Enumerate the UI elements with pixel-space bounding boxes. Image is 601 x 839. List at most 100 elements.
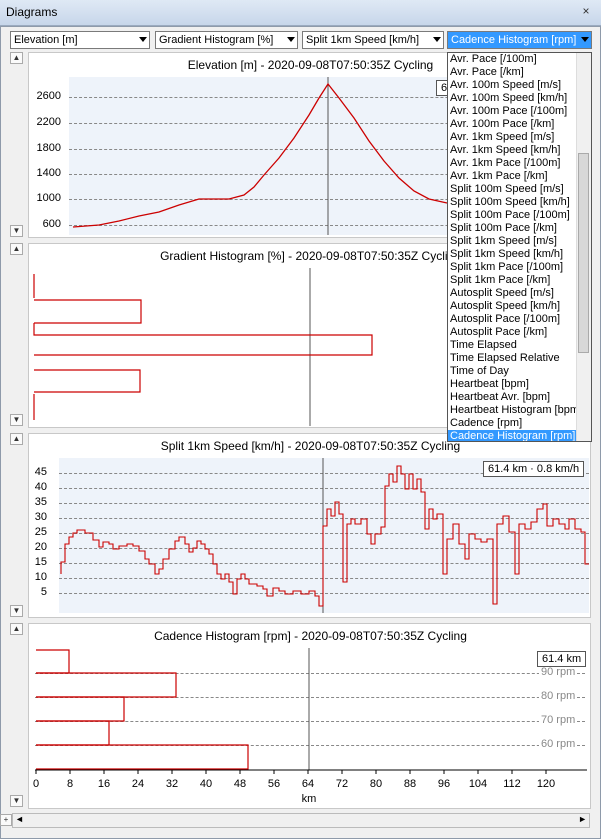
dropdown-item[interactable]: Avr. 100m Pace [/km]: [450, 118, 555, 130]
dropdown-item[interactable]: Time Elapsed Relative: [450, 352, 560, 364]
y-tick: 35: [34, 496, 47, 508]
x-axis-label: km: [301, 793, 317, 805]
y-tick: 1400: [36, 167, 61, 179]
dropdown-item[interactable]: Autosplit Speed [km/h]: [450, 300, 561, 312]
combo-diagram-3[interactable]: Split 1km Speed [km/h]: [302, 31, 444, 49]
dropdown-item[interactable]: Autosplit Pace [/km]: [450, 326, 548, 338]
speed-line: [60, 458, 589, 613]
dropdown-items: Avr. Pace [/100m] Avr. Pace [/km] Avr. 100…: [448, 53, 591, 441]
dropdown-scroll-thumb[interactable]: [578, 153, 589, 353]
x-tick: 96: [437, 778, 451, 790]
grid-line: [69, 123, 589, 124]
dropdown-item[interactable]: Cadence Histogram [rpm]: [448, 430, 591, 441]
combo-diagram-4[interactable]: Cadence Histogram [rpm]: [447, 31, 592, 49]
dropdown-item[interactable]: Heartbeat [bpm]: [450, 378, 529, 390]
grid-line: [59, 578, 589, 579]
dropdown-item[interactable]: Avr. 1km Speed [m/s]: [450, 131, 555, 143]
x-tick: 40: [199, 778, 213, 790]
dropdown-item[interactable]: Avr. 1km Pace [/km]: [450, 170, 548, 182]
panel-title: Cadence Histogram [rpm] - 2020-09-08T07:…: [154, 629, 467, 643]
combo-label: Gradient Histogram [%]: [159, 34, 274, 46]
plot-area: [59, 458, 589, 613]
x-tick: 80: [369, 778, 383, 790]
dropdown-item[interactable]: Split 1km Speed [km/h]: [450, 248, 564, 260]
grid-line: [69, 199, 589, 200]
panel-collapse-button[interactable]: ▲: [10, 243, 23, 255]
dropdown-item[interactable]: Heartbeat Avr. [bpm]: [450, 391, 551, 403]
dropdown-item[interactable]: Time Elapsed: [450, 339, 517, 351]
scroll-left-icon[interactable]: ◄: [15, 814, 24, 824]
rpm-label: 90 rpm: [539, 666, 578, 678]
y-tick: 1000: [36, 192, 61, 204]
dropdown-item[interactable]: Split 1km Pace [/100m]: [450, 261, 564, 273]
x-tick: 72: [335, 778, 349, 790]
add-panel-button[interactable]: +: [0, 814, 12, 826]
dropdown-scrollbar[interactable]: [576, 53, 591, 441]
rpm-label: 80 rpm: [539, 690, 578, 702]
horizontal-scrollbar[interactable]: ◄ ►: [12, 813, 590, 828]
y-tick: 1800: [36, 142, 61, 154]
grid-line: [59, 593, 589, 594]
panel-expand-button[interactable]: ▼: [10, 414, 23, 426]
panel-collapse-button[interactable]: ▲: [10, 623, 23, 635]
x-tick: 112: [503, 778, 521, 790]
scroll-right-icon[interactable]: ►: [578, 814, 587, 824]
dropdown-item[interactable]: Avr. Pace [/100m]: [450, 53, 537, 65]
grid-line: [35, 745, 585, 746]
combo-diagram-2[interactable]: Gradient Histogram [%]: [155, 31, 298, 49]
y-tick: 25: [34, 526, 47, 538]
dropdown-item[interactable]: Avr. 100m Speed [m/s]: [450, 79, 562, 91]
panel-collapse-button[interactable]: ▲: [10, 433, 23, 445]
grid-line: [59, 503, 589, 504]
dropdown-item[interactable]: Autosplit Speed [m/s]: [450, 287, 554, 299]
y-tick: 40: [34, 481, 47, 493]
y-tick: 15: [34, 556, 47, 568]
dropdown-item[interactable]: Avr. 100m Speed [km/h]: [450, 92, 568, 104]
dropdown-item[interactable]: Heartbeat Histogram [bpm: [450, 404, 579, 416]
cadence-panel: Cadence Histogram [rpm] - 2020-09-08T07:…: [28, 623, 591, 809]
cursor-readout: 61.4 km: [537, 651, 587, 667]
x-tick: 64: [301, 778, 315, 790]
dropdown-item[interactable]: Time of Day: [450, 365, 509, 377]
dropdown-item[interactable]: Avr. Pace [/km]: [450, 66, 524, 78]
rpm-label: 60 rpm: [539, 738, 578, 750]
combo-label: Cadence Histogram [rpm]: [451, 34, 577, 46]
grid-line: [59, 473, 589, 474]
dropdown-item[interactable]: Split 100m Pace [/km]: [450, 222, 557, 234]
dropdown-list[interactable]: Avr. Pace [/100m] Avr. Pace [/km] Avr. 100…: [447, 52, 592, 442]
panel-expand-button[interactable]: ▼: [10, 225, 23, 237]
dropdown-item[interactable]: Split 1km Speed [m/s]: [450, 235, 557, 247]
panel-expand-button[interactable]: ▼: [10, 605, 23, 617]
cadence-bars: [35, 648, 587, 774]
y-tick: 30: [34, 511, 47, 523]
dropdown-item[interactable]: Split 100m Speed [m/s]: [450, 183, 564, 195]
dropdown-item[interactable]: Cadence [rpm]: [450, 417, 523, 429]
grid-line: [69, 174, 589, 175]
dropdown-item[interactable]: Split 100m Pace [/100m]: [450, 209, 570, 221]
dropdown-item[interactable]: Avr. 1km Pace [/100m]: [450, 157, 561, 169]
chevron-down-icon: [287, 37, 295, 42]
dropdown-item[interactable]: Split 100m Speed [km/h]: [450, 196, 570, 208]
combo-diagram-1[interactable]: Elevation [m]: [10, 31, 150, 49]
x-tick: 24: [131, 778, 145, 790]
y-tick: 2200: [36, 116, 61, 128]
grid-line: [69, 225, 589, 226]
panel-title: Gradient Histogram [%] - 2020-09-08T07:5…: [160, 249, 461, 263]
grid-line: [59, 518, 589, 519]
chevron-down-icon: [139, 37, 147, 42]
dropdown-item[interactable]: Autosplit Pace [/100m]: [450, 313, 561, 325]
close-icon[interactable]: ×: [582, 4, 590, 18]
panel-collapse-button[interactable]: ▲: [10, 52, 23, 64]
grid-line: [69, 149, 589, 150]
dropdown-item[interactable]: Avr. 1km Speed [km/h]: [450, 144, 561, 156]
x-tick: 56: [267, 778, 281, 790]
dropdown-item[interactable]: Avr. 100m Pace [/100m]: [450, 105, 568, 117]
combo-label: Elevation [m]: [14, 34, 78, 46]
y-tick: 2600: [36, 90, 61, 102]
grid-line: [35, 697, 585, 698]
window-title: Diagrams: [6, 5, 58, 19]
panel-expand-button[interactable]: ▼: [10, 795, 23, 807]
grid-line: [35, 673, 585, 674]
dropdown-item[interactable]: Split 1km Pace [/km]: [450, 274, 551, 286]
grid-line: [59, 488, 589, 489]
